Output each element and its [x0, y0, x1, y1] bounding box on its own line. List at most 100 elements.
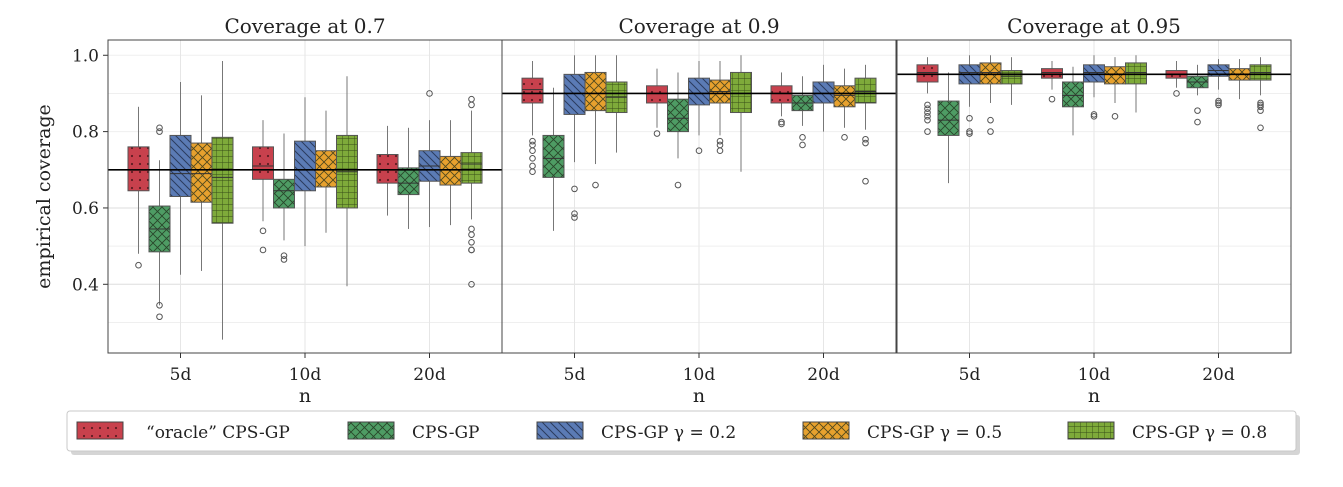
- legend-swatch-hatch: [1068, 422, 1114, 439]
- outlier-point: [987, 128, 994, 135]
- outlier-point: [1257, 99, 1264, 107]
- outlier-point: [1257, 103, 1264, 111]
- box-cpsgp-20d: [397, 127, 420, 229]
- box-oracle-5d: [916, 57, 939, 135]
- box-outline: [916, 64, 939, 83]
- box-oracle-10d: [646, 68, 668, 137]
- box-outline: [667, 98, 689, 133]
- box-g05-5d: [584, 55, 607, 189]
- outlier-point: [1215, 99, 1222, 107]
- box-g05-5d: [190, 95, 213, 271]
- outlier-point: [468, 280, 475, 288]
- box-outline: [730, 71, 752, 114]
- outlier-point: [156, 128, 163, 135]
- box-hatch: [1000, 70, 1022, 84]
- box-outline: [1000, 70, 1023, 85]
- box-g05-20d: [439, 120, 462, 226]
- panel-title: Coverage at 0.7: [224, 14, 385, 38]
- box-outline: [542, 134, 565, 178]
- x-tick-label: 5d: [170, 365, 192, 385]
- box-g08-5d: [1000, 57, 1023, 105]
- box-g05-10d: [709, 60, 731, 154]
- x-axis-label: n: [1088, 385, 1100, 407]
- outlier-point: [529, 137, 536, 145]
- panel-3: Coverage at 0.95 5d 10d 20d n: [896, 14, 1292, 407]
- box-outline: [127, 146, 150, 192]
- y-tick-label: 0.4: [72, 275, 99, 295]
- outlier-point: [259, 227, 267, 235]
- outlier-point: [592, 181, 599, 189]
- outlier-point: [280, 256, 288, 263]
- box-hatch: [315, 150, 337, 187]
- outlier-point: [135, 261, 142, 269]
- box-outline: [211, 136, 234, 224]
- legend-item-g02: CPS-GP γ = 0.2: [536, 421, 736, 443]
- box-hatch: [211, 137, 233, 224]
- legend-item-g05: CPS-GP γ = 0.5: [802, 421, 1002, 443]
- outlier-point: [778, 118, 785, 126]
- box-hatch: [771, 85, 793, 103]
- x-axis-label: n: [299, 385, 311, 407]
- outlier-point: [529, 141, 536, 149]
- x-tick-label: 10d: [683, 365, 716, 385]
- box-hatch: [377, 154, 399, 184]
- box-hatch: [542, 135, 564, 178]
- outlier-point: [987, 116, 994, 124]
- outlier-point: [924, 116, 931, 124]
- box-hatch: [937, 101, 959, 136]
- box-g05-10d: [315, 110, 337, 233]
- box-g05-5d: [979, 55, 1002, 135]
- legend-label: CPS-GP γ = 0.8: [1132, 423, 1267, 443]
- legend-swatch-outline: [76, 421, 124, 440]
- box-cpsgp-5d: [148, 124, 171, 321]
- legend-swatch-hatch: [803, 422, 849, 439]
- outlier-point: [1257, 124, 1264, 132]
- outlier-point: [862, 177, 869, 185]
- outlier-point: [1048, 95, 1056, 103]
- box-outline: [273, 178, 295, 209]
- outlier-point: [674, 181, 682, 189]
- box-oracle-5d: [127, 106, 150, 269]
- box-hatch: [127, 146, 149, 191]
- outlier-point: [529, 147, 536, 154]
- box-g02-5d: [169, 81, 192, 275]
- legend-swatch-hatch: [348, 422, 394, 439]
- legend-item-cpsgp: CPS-GP: [347, 421, 479, 443]
- outlier-point: [862, 139, 869, 147]
- outlier-point: [1215, 97, 1222, 105]
- box-oracle-5d: [521, 60, 544, 175]
- box-hatch: [855, 78, 877, 103]
- outlier-point: [529, 155, 536, 162]
- box-outline: [252, 146, 274, 180]
- box-hatch: [916, 64, 938, 82]
- outlier-point: [529, 162, 536, 170]
- legend-label: CPS-GP γ = 0.2: [601, 423, 736, 443]
- outlier-point: [924, 101, 931, 109]
- outlier-point: [966, 114, 973, 122]
- y-tick-label: 0.8: [72, 123, 99, 143]
- box-hatch: [294, 141, 316, 191]
- box-hatch: [979, 62, 1001, 84]
- outlier-point: [156, 313, 163, 321]
- box-cpsgp-20d: [1186, 64, 1209, 126]
- outlier-point: [778, 120, 785, 128]
- x-tick-label: 20d: [413, 365, 446, 385]
- box-g05-10d: [1104, 57, 1126, 120]
- outlier-point: [1194, 107, 1201, 114]
- box-hatch: [688, 78, 710, 105]
- box-outline: [937, 100, 960, 136]
- box-cpsgp-10d: [667, 72, 689, 189]
- box-oracle-10d: [252, 120, 274, 254]
- box-hatch: [667, 99, 689, 132]
- box-g05-20d: [833, 68, 856, 141]
- outlier-point: [716, 141, 724, 149]
- outlier-point: [924, 105, 931, 113]
- y-tick-label: 0.6: [72, 199, 99, 219]
- box-hatch: [1125, 62, 1147, 84]
- box-hatch: [1083, 64, 1105, 82]
- box-outline: [646, 85, 668, 104]
- legend-label: CPS-GP γ = 0.5: [867, 423, 1002, 443]
- box-g02-20d: [812, 64, 835, 132]
- box-oracle-20d: [376, 125, 399, 216]
